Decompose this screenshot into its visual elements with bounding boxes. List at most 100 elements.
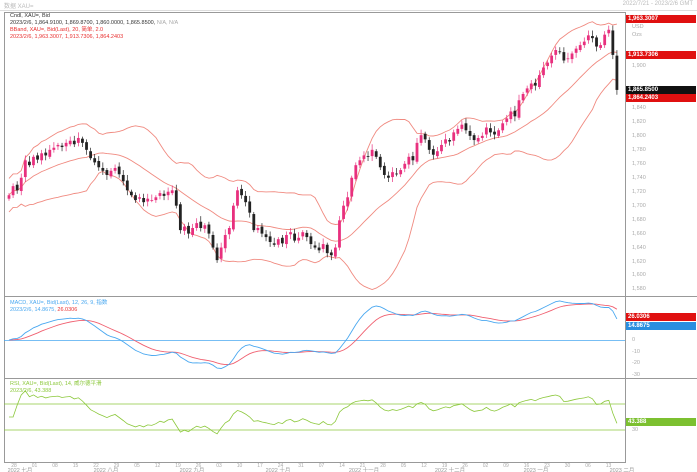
candle-body: [64, 142, 68, 147]
candle-body: [480, 135, 484, 138]
month-label: 2022 十二月: [435, 466, 465, 472]
candle-body: [297, 237, 301, 241]
month-label: 2022 九月: [180, 466, 205, 472]
candle-body: [378, 156, 382, 168]
macd-line: [8, 300, 618, 369]
month-label: 2022 十月: [266, 466, 291, 472]
candle-body: [272, 243, 276, 245]
date-tick-label: 13: [606, 463, 612, 469]
candle-body: [460, 124, 464, 129]
date-tick-label: 14: [339, 463, 345, 469]
main-legend: Cndl, XAU=, Bid 2023/2/6, 1,864.9100, 1,…: [10, 13, 178, 41]
candle-body: [497, 130, 500, 136]
candle-body: [89, 151, 92, 159]
date-tick-label: 07: [319, 463, 325, 469]
candle-body: [354, 165, 358, 180]
candle-body: [125, 180, 129, 191]
candle-body: [19, 177, 23, 192]
candle-body: [317, 247, 321, 251]
candle-body: [170, 190, 174, 194]
candle-body: [56, 144, 60, 147]
candle-body: [40, 153, 44, 161]
candle-body: [268, 236, 272, 242]
candle-body: [252, 214, 256, 231]
candle-body: [166, 191, 170, 196]
price-tick-label: 1,840: [632, 104, 646, 111]
date-tick-label: 31: [298, 463, 304, 469]
candle-body: [85, 142, 88, 150]
date-tick-label: 24: [278, 463, 284, 469]
candle-body: [105, 170, 109, 175]
candle-body: [411, 156, 415, 161]
candle-body: [48, 149, 52, 157]
date-tick-label: 15: [73, 463, 79, 469]
rsi-badge: 43.388: [626, 418, 696, 426]
candle-body: [68, 140, 72, 145]
candle-body: [346, 197, 350, 207]
candle-body: [207, 224, 211, 234]
candle-body: [174, 190, 178, 206]
price-tick-label: 1,900: [632, 63, 646, 70]
candle-body: [162, 193, 166, 196]
month-label: 2022 十一月: [349, 466, 379, 472]
candle-body: [419, 135, 423, 143]
candle-body: [260, 226, 264, 234]
candle-body: [121, 174, 125, 182]
candle-body: [452, 132, 456, 141]
price-tick-label: 1,820: [632, 118, 646, 125]
candle-body: [309, 236, 313, 245]
date-tick-label: 03: [216, 463, 222, 469]
last-price-badge: 1,865.8500: [626, 86, 696, 94]
candle-body: [505, 118, 509, 122]
date-tick-label: 17: [257, 463, 263, 469]
date-tick-label: 19: [175, 463, 181, 469]
candle-body: [456, 128, 460, 134]
candle-body: [329, 252, 333, 256]
candle-body: [586, 35, 590, 41]
date-tick-label: 23: [544, 463, 550, 469]
candle-body: [150, 200, 154, 201]
date-tick-label: 28: [11, 463, 17, 469]
candle-body: [191, 228, 194, 235]
date-tick-label: 30: [565, 463, 571, 469]
candle-body: [113, 167, 117, 171]
macd-legend-title: MACD, XAU=, Bid(Last), 12, 26, 9, 指数: [10, 300, 108, 306]
bband-middle-badge: 1,913.7306: [626, 51, 696, 59]
date-tick-label: 16: [524, 463, 530, 469]
price-tick-label: 1,800: [632, 132, 646, 139]
candle-body: [440, 144, 443, 152]
candle-body: [23, 160, 27, 178]
date-tick-label: 05: [401, 463, 407, 469]
candle-body: [93, 158, 97, 163]
candle-body: [195, 223, 199, 229]
candle-body: [232, 205, 235, 230]
date-tick-label: 29: [114, 463, 120, 469]
price-tick-label: 1,700: [632, 202, 646, 209]
candle-body: [219, 247, 223, 259]
candle-body: [566, 58, 570, 60]
header-date-range: 2022/7/21 - 2023/2/6 GMT: [622, 1, 693, 7]
candle-body: [391, 172, 394, 178]
plot-frame: [4, 12, 626, 463]
candle-legend-title: Cndl, XAU=, Bid: [10, 13, 50, 19]
candle-body: [431, 149, 435, 155]
candle-body: [325, 244, 329, 254]
candle-body: [158, 193, 162, 196]
rsi-legend-title: RSI, XAU=, Bid(Last), 14, 威尔德平滑: [10, 381, 102, 387]
date-tick-label: 08: [52, 463, 58, 469]
candle-body: [542, 67, 545, 76]
month-label: 2023 一月: [524, 467, 549, 472]
candle-legend-values: 2023/2/6, 1,864.9100, 1,869.8700, 1,860.…: [10, 20, 156, 26]
bband-legend-title: BBand, XAU=, Bid(Last), 20, 简单, 2.0: [10, 27, 104, 33]
macd-badge: 14.8675: [626, 322, 696, 330]
price-tick-label: 1,780: [632, 146, 646, 153]
date-tick-label: 06: [585, 463, 591, 469]
candle-body: [493, 131, 496, 135]
price-tick-label: 1,600: [632, 272, 646, 279]
candle-body: [236, 190, 239, 206]
macd-legend-value: 2023/2/6, 14.8675,: [10, 307, 56, 313]
price-tick-label: 1,660: [632, 230, 646, 237]
candle-body: [521, 93, 525, 101]
candle-body: [293, 233, 296, 241]
